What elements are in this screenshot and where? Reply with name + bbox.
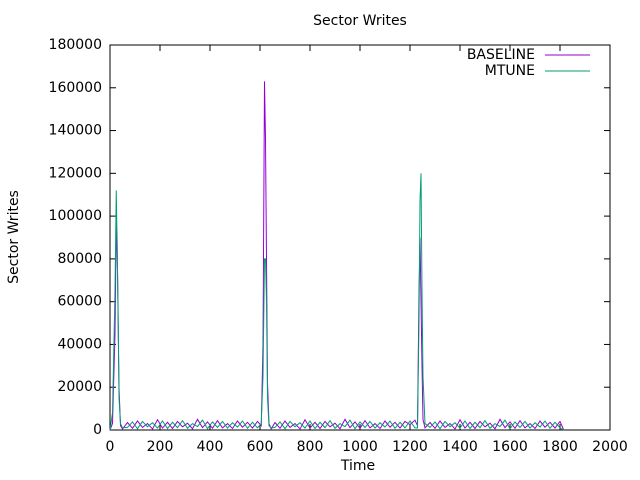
x-tick-label: 800 bbox=[297, 439, 324, 455]
y-tick-label: 100000 bbox=[49, 208, 102, 224]
y-tick-label: 0 bbox=[93, 422, 102, 438]
x-tick-label: 0 bbox=[106, 439, 115, 455]
x-tick-label: 1000 bbox=[342, 439, 378, 455]
y-axis-label: Sector Writes bbox=[6, 190, 22, 284]
y-tick-label: 60000 bbox=[57, 294, 102, 310]
y-tick-label: 180000 bbox=[49, 37, 102, 53]
y-tick-label: 80000 bbox=[57, 251, 102, 267]
x-tick-label: 400 bbox=[197, 439, 224, 455]
y-tick-label: 20000 bbox=[57, 379, 102, 395]
x-tick-label: 1600 bbox=[492, 439, 528, 455]
x-tick-label: 1200 bbox=[392, 439, 428, 455]
x-tick-label: 1400 bbox=[442, 439, 478, 455]
y-tick-label: 120000 bbox=[49, 165, 102, 181]
plot-frame bbox=[109, 44, 611, 431]
x-axis-label: Time bbox=[340, 458, 375, 474]
x-tick-label: 200 bbox=[147, 439, 174, 455]
legend-label: MTUNE bbox=[485, 63, 535, 79]
x-tick-label: 600 bbox=[247, 439, 274, 455]
series-line bbox=[109, 173, 564, 431]
x-tick-label: 1800 bbox=[542, 439, 578, 455]
legend-label: BASELINE bbox=[467, 47, 535, 63]
y-tick-label: 40000 bbox=[57, 336, 102, 352]
chart-title: Sector Writes bbox=[313, 13, 407, 29]
y-tick-label: 140000 bbox=[49, 123, 102, 139]
x-tick-label: 2000 bbox=[592, 439, 628, 455]
y-tick-label: 160000 bbox=[49, 80, 102, 96]
series-line bbox=[109, 81, 565, 431]
